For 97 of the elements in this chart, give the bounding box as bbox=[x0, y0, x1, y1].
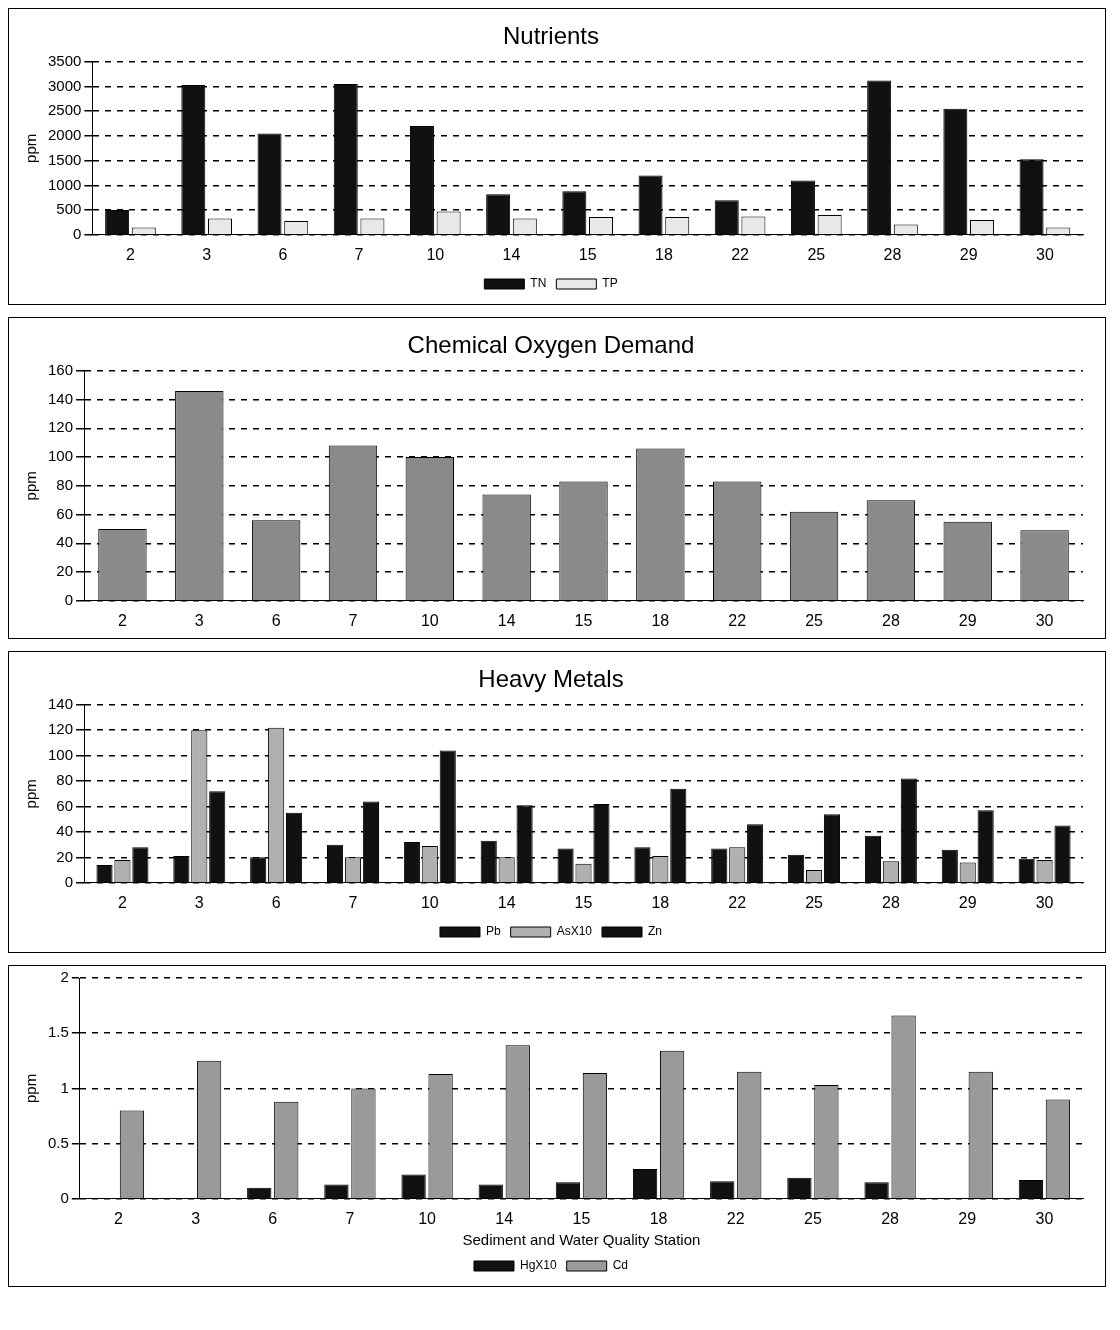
x-tick-label: 29 bbox=[958, 893, 977, 911]
x-tick-label: 6 bbox=[271, 611, 281, 629]
y-tick-label: 120 bbox=[48, 720, 74, 738]
y-tick-label: 1 bbox=[60, 1078, 69, 1096]
y-tick-label: 1.5 bbox=[47, 1023, 69, 1041]
legend-label: Pb bbox=[485, 924, 501, 939]
x-tick-label: 25 bbox=[804, 1209, 822, 1227]
y-axis-title: ppm bbox=[22, 133, 40, 163]
x-tick-label: 30 bbox=[1035, 893, 1054, 911]
x-tick-label: 22 bbox=[728, 611, 747, 629]
x-tick-label: 29 bbox=[959, 245, 978, 263]
y-tick-label: 20 bbox=[56, 562, 74, 580]
x-tick-label: 18 bbox=[654, 245, 673, 263]
legend-label: Cd bbox=[612, 1258, 629, 1273]
x-tick-label: 14 bbox=[502, 245, 521, 263]
x-tick-label: 14 bbox=[497, 611, 516, 629]
x-tick-label: 2 bbox=[118, 611, 127, 629]
x-tick-label: 18 bbox=[651, 611, 670, 629]
chart-title: Heavy Metals bbox=[478, 665, 624, 693]
x-tick-label: 25 bbox=[807, 245, 826, 263]
x-tick-label: 3 bbox=[194, 893, 204, 911]
x-tick-label: 10 bbox=[420, 893, 439, 911]
y-tick-label: 20 bbox=[56, 847, 74, 865]
x-tick-label: 3 bbox=[202, 245, 212, 263]
legend-label: TP bbox=[602, 276, 618, 291]
y-axis-title: ppm bbox=[22, 471, 40, 501]
x-tick-label: 18 bbox=[651, 893, 670, 911]
legend-label: AsX10 bbox=[556, 924, 593, 939]
x-tick-label: 30 bbox=[1035, 611, 1054, 629]
x-tick-label: 25 bbox=[805, 611, 824, 629]
chart-title: Chemical Oxygen Demand bbox=[407, 331, 695, 359]
y-tick-label: 0.5 bbox=[47, 1133, 69, 1151]
x-tick-label: 7 bbox=[348, 893, 358, 911]
x-tick-label: 28 bbox=[881, 893, 900, 911]
y-tick-label: 2000 bbox=[47, 126, 82, 144]
y-tick-label: 0 bbox=[64, 872, 74, 890]
x-tick-label: 28 bbox=[881, 1209, 900, 1227]
x-tick-label: 6 bbox=[278, 245, 288, 263]
legend-label: HgX10 bbox=[519, 1258, 557, 1273]
y-tick-label: 0 bbox=[60, 1188, 69, 1206]
x-tick-label: 28 bbox=[883, 245, 902, 263]
y-tick-label: 3500 bbox=[47, 51, 82, 69]
y-tick-label: 80 bbox=[56, 475, 74, 493]
y-tick-label: 1000 bbox=[47, 175, 82, 193]
x-tick-label: 22 bbox=[726, 1209, 745, 1227]
x-tick-label: 7 bbox=[354, 245, 364, 263]
x-tick-label: 3 bbox=[194, 611, 204, 629]
x-tick-label: 7 bbox=[348, 611, 358, 629]
x-tick-label: 10 bbox=[426, 245, 445, 263]
legend-label: Zn bbox=[648, 924, 663, 939]
x-axis-title: Sediment and Water Quality Station bbox=[462, 1231, 701, 1249]
y-tick-label: 2500 bbox=[47, 101, 82, 119]
x-tick-label: 6 bbox=[271, 893, 281, 911]
y-tick-label: 140 bbox=[48, 694, 74, 712]
y-tick-label: 100 bbox=[48, 745, 74, 763]
y-tick-label: 80 bbox=[56, 771, 74, 789]
y-tick-label: 500 bbox=[56, 200, 82, 218]
chart-title: Nutrients bbox=[502, 22, 600, 50]
y-tick-label: 140 bbox=[48, 389, 74, 407]
x-tick-label: 15 bbox=[578, 245, 597, 263]
x-tick-label: 7 bbox=[345, 1209, 355, 1227]
y-tick-label: 100 bbox=[48, 447, 74, 465]
y-tick-label: 60 bbox=[56, 504, 74, 522]
x-tick-label: 15 bbox=[574, 611, 593, 629]
x-tick-label: 15 bbox=[574, 893, 593, 911]
x-tick-label: 29 bbox=[958, 611, 977, 629]
x-tick-label: 10 bbox=[420, 611, 439, 629]
x-tick-label: 2 bbox=[126, 245, 136, 263]
x-tick-label: 6 bbox=[268, 1209, 278, 1227]
y-tick-label: 3000 bbox=[47, 76, 82, 94]
x-tick-label: 30 bbox=[1035, 1209, 1054, 1227]
y-tick-label: 2 bbox=[60, 968, 69, 986]
y-tick-label: 160 bbox=[48, 360, 74, 378]
x-tick-label: 10 bbox=[418, 1209, 437, 1227]
x-tick-label: 2 bbox=[113, 1209, 123, 1227]
y-axis-title: ppm bbox=[22, 1073, 40, 1103]
y-tick-label: 40 bbox=[56, 533, 74, 551]
y-tick-label: 0 bbox=[64, 590, 74, 608]
x-tick-label: 22 bbox=[728, 893, 747, 911]
x-tick-label: 29 bbox=[958, 1209, 977, 1227]
x-tick-label: 28 bbox=[881, 611, 900, 629]
x-tick-label: 25 bbox=[805, 893, 824, 911]
y-tick-label: 0 bbox=[73, 224, 82, 242]
y-tick-label: 60 bbox=[56, 796, 74, 814]
y-tick-label: 1500 bbox=[47, 150, 82, 168]
x-tick-label: 15 bbox=[572, 1209, 591, 1227]
x-tick-label: 14 bbox=[495, 1209, 514, 1227]
x-tick-label: 3 bbox=[191, 1209, 201, 1227]
x-tick-label: 14 bbox=[497, 893, 516, 911]
x-tick-label: 18 bbox=[649, 1209, 668, 1227]
x-tick-label: 22 bbox=[731, 245, 750, 263]
x-tick-label: 2 bbox=[118, 893, 127, 911]
y-tick-label: 40 bbox=[56, 822, 74, 840]
y-tick-label: 120 bbox=[48, 418, 74, 436]
legend-label: TN bbox=[530, 276, 547, 291]
y-axis-title: ppm bbox=[22, 779, 40, 809]
x-tick-label: 30 bbox=[1036, 245, 1054, 263]
